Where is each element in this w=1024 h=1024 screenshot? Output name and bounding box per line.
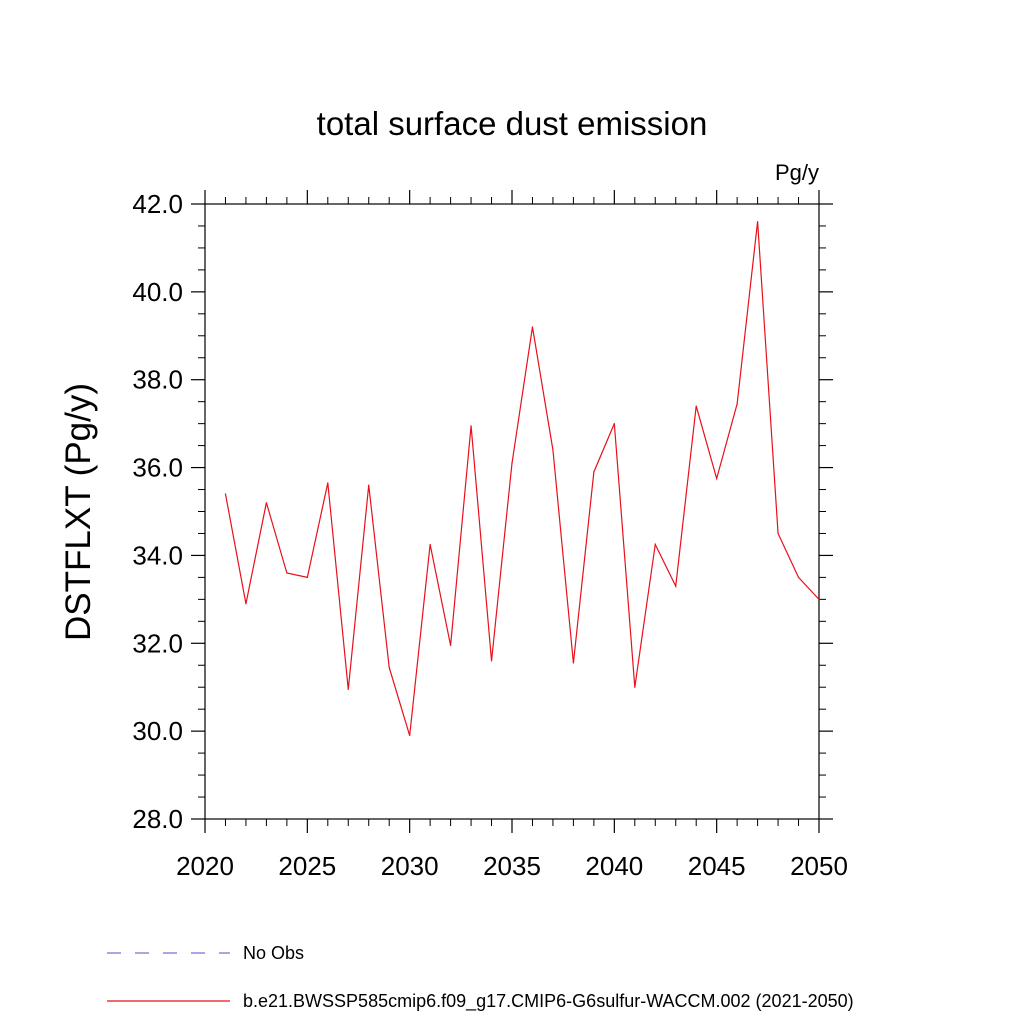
x-tick-label: 2040 [585, 851, 643, 881]
data-point [327, 482, 329, 484]
x-tick-label: 2050 [790, 851, 848, 881]
legend: No Obs b.e21.BWSSP585cmip6.f09_g17.CMIP6… [107, 943, 854, 1012]
data-point [716, 477, 718, 480]
legend-label-no-obs: No Obs [243, 943, 304, 963]
legend-label-model: b.e21.BWSSP585cmip6.f09_g17.CMIP6-G6sulf… [243, 991, 854, 1012]
y-tick-label: 42.0 [132, 189, 183, 219]
data-point [695, 405, 697, 407]
data-point [450, 644, 452, 647]
data-point [265, 502, 267, 504]
x-tick-label: 2030 [381, 851, 439, 881]
y-tick-label: 32.0 [132, 628, 183, 658]
data-point [224, 493, 227, 495]
data-point [347, 688, 349, 691]
data-point [757, 220, 759, 223]
data-point [490, 660, 493, 662]
data-point [531, 326, 534, 328]
axis-tick-labels: 2020 2025 2030 2035 2040 2045 2050 28.0 30.0 32.0… [132, 189, 848, 881]
y-tick-label: 40.0 [132, 277, 183, 307]
series-line [224, 221, 820, 736]
y-tick-label: 30.0 [132, 716, 183, 746]
data-point [245, 603, 247, 605]
y-tick-label: 28.0 [132, 804, 183, 834]
data-point [797, 576, 800, 578]
plot-frame [204, 203, 820, 820]
chart-title: total surface dust emission [317, 105, 708, 142]
data-point [777, 532, 779, 535]
data-point [613, 423, 615, 425]
data-point [634, 686, 636, 688]
data-point [306, 576, 308, 578]
data-point [654, 543, 656, 546]
x-tick-label: 2020 [176, 851, 234, 881]
data-point [470, 425, 472, 427]
y-tick-label: 34.0 [132, 540, 183, 570]
data-point [593, 471, 595, 473]
data-point [511, 462, 513, 464]
series-group [224, 220, 820, 737]
axis-ticks [191, 190, 833, 833]
x-tick-label: 2025 [278, 851, 336, 881]
data-point [388, 666, 390, 669]
x-tick-label: 2035 [483, 851, 541, 881]
units-label: Pg/y [775, 160, 819, 185]
data-point [429, 543, 431, 546]
data-point [818, 598, 820, 600]
x-tick-label: 2045 [688, 851, 746, 881]
data-point [286, 572, 288, 574]
y-axis-label: DSTFLXT (Pg/y) [59, 383, 98, 641]
data-point [675, 585, 677, 587]
data-point [572, 662, 575, 664]
y-tick-label: 38.0 [132, 365, 183, 395]
data-point [409, 734, 411, 737]
data-point [552, 449, 554, 451]
data-point [736, 403, 738, 405]
data-point [368, 484, 370, 486]
y-tick-label: 36.0 [132, 453, 183, 483]
